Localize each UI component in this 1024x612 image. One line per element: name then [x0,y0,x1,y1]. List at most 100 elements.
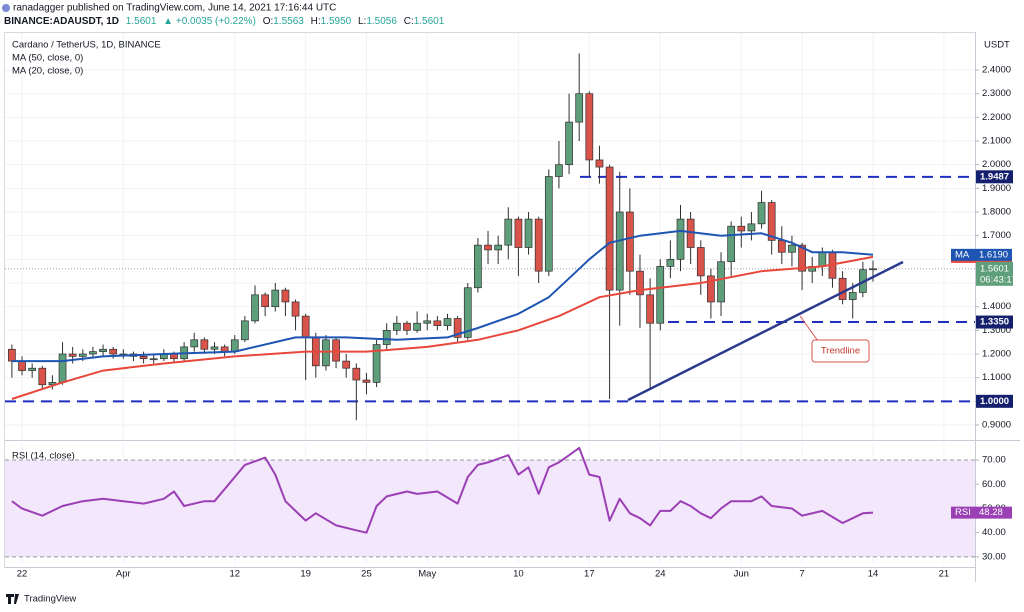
last-price: 1.5601 [126,16,157,27]
candle-body [241,320,249,341]
candle-body [646,294,654,324]
x-tick-label: 22 [17,569,28,580]
candle-body [99,348,107,352]
candle-body [230,339,239,352]
y-tick-label: 60.00 [982,479,1006,490]
rsi-title: RSI (14, close) [12,451,75,462]
candle-body [332,339,340,362]
candle-body [463,287,472,338]
candle-body [413,322,421,331]
candle-body [28,367,36,371]
byline: ranadagger published on TradingView.com,… [13,3,336,14]
y-tick-label: 1.7000 [982,230,1011,241]
y-tick-label: 2.3000 [982,88,1011,99]
candle-body [575,93,584,123]
axis-unit: USDT [984,40,1010,51]
last-price-tag [976,261,1013,286]
ma-tag-box [951,248,1012,261]
moving-average-line [11,255,874,400]
candle-body [798,244,806,272]
moving-average-line [11,229,874,363]
candle-body [717,261,725,303]
candle-body [484,244,492,251]
level-tag-label: 1.9487 [980,171,1009,182]
candle-body [362,379,371,383]
x-tick-label: 19 [300,569,311,580]
symbol-line: BINANCE:ADAUSDT, 1D 1.5601 ▲ +0.0035 (+0… [4,16,445,27]
legend-entry: MA (50, close, 0) [12,53,83,64]
ohlc-key: L: [358,16,366,27]
candle-body [352,367,361,381]
candle-body [838,277,847,300]
symbol: BINANCE:ADAUSDT, 1D [4,16,119,27]
candle-body [869,268,877,271]
candle-body [777,240,786,253]
candle-body [666,258,675,267]
candle-body [89,351,97,355]
candle-body [8,348,16,362]
level-tag [976,170,1013,184]
x-tick-label: 24 [655,569,666,580]
candle-body [261,294,270,308]
candle-body [271,289,280,308]
candle-body [615,211,624,291]
x-tick-label: 14 [868,569,879,580]
candle-body [38,367,47,386]
x-tick-label: 10 [513,569,524,580]
candle-body [109,348,118,355]
y-tick-label: 0.9000 [982,420,1011,431]
annotation-arrow [799,315,819,342]
candle-body [595,159,604,168]
candle-body [443,318,452,326]
candle-body [585,93,594,161]
x-tick-label: 21 [939,569,950,580]
candle-body [322,339,330,367]
candle-body [251,294,259,322]
candle-body [656,266,665,324]
rsi-line [11,446,874,534]
y-tick-label: 1.4000 [982,301,1011,312]
y-tick-label: 1.2000 [982,349,1011,360]
candle-body [605,166,614,291]
ohlc-key: H: [311,16,321,27]
candle-body [474,244,482,289]
candle-body [453,318,462,338]
candle-body [788,244,796,253]
candle-body [149,358,158,361]
candle-body [727,225,736,263]
candle-body [382,329,391,345]
ma-tag-value: 1.6190 [979,249,1008,260]
candle-body [514,218,523,248]
ohlc-value: 1.5950 [321,16,352,27]
candle-body [534,218,543,272]
candle-body [565,121,573,166]
ma-tag-name: MA [955,249,970,260]
candle-body [494,244,503,251]
candle-body [301,315,310,338]
candle-body [848,292,857,300]
level-tag-label: 1.3350 [980,317,1009,328]
x-tick-label: 12 [229,569,240,580]
candle-body [626,211,634,272]
y-tick-label: 1.1000 [982,372,1011,383]
ohlc-value: 1.5563 [273,16,304,27]
x-tick-label: 17 [584,569,595,580]
candle-body [707,275,715,303]
y-tick-label: 1.9000 [982,183,1011,194]
annotation-label: Trendline [821,346,860,357]
candle-body [757,202,766,225]
candle-body [372,344,381,383]
rsi-tag-name: RSI [955,507,971,518]
candle-body [818,251,827,267]
brand-logo [6,594,19,604]
y-tick-label: 2.2000 [982,112,1011,123]
ohlc-value: 1.5601 [414,16,445,27]
y-tick-label: 40.00 [982,527,1006,538]
candle-body [281,289,290,303]
candle-body [544,176,553,272]
plot-layer: 22 Apr 12 19 25 May 10 17 24 Jun 7 14 21 0.9000 1.0000… [5,33,1017,580]
candle-body [392,322,401,331]
y-tick-label: 1.8000 [982,207,1011,218]
y-tick-label: 30.00 [982,551,1006,562]
candle-body [68,353,77,357]
